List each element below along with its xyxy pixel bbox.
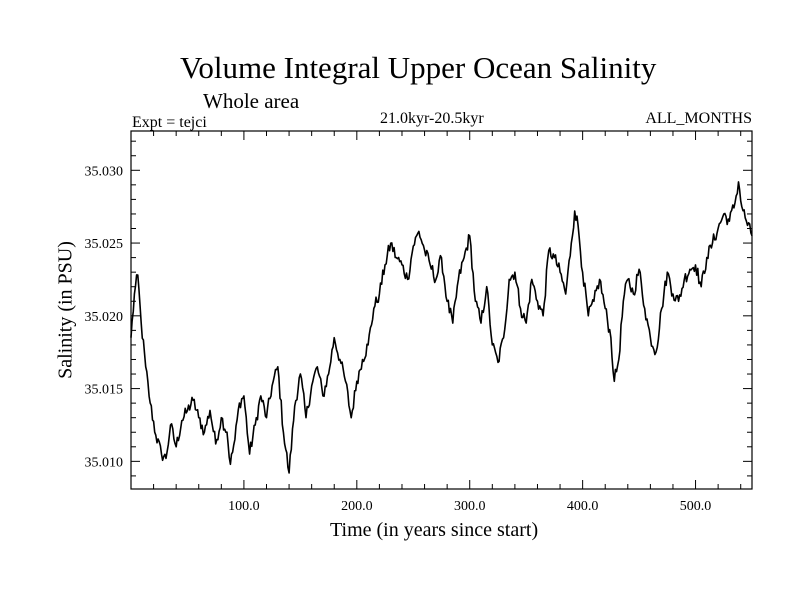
y-tick-label: 35.010	[85, 455, 124, 470]
tick-labels: 100.0 200.0 300.0 400.0 500.0 35.010 35.015 35.…	[85, 164, 712, 514]
x-tick-label: 300.0	[454, 499, 486, 514]
plot-frame	[130, 130, 753, 490]
y-tick-label: 35.030	[85, 164, 124, 179]
axis-ticks	[131, 131, 752, 489]
x-tick-label: 400.0	[567, 499, 599, 514]
x-tick-label: 500.0	[680, 499, 712, 514]
x-axis-label: Time (in years since start)	[330, 519, 539, 541]
months-label: ALL_MONTHS	[645, 110, 752, 127]
y-tick-label: 35.020	[85, 310, 124, 325]
x-tick-label: 200.0	[341, 499, 373, 514]
period-label: 21.0kyr-20.5kyr	[380, 110, 484, 127]
y-tick-label: 35.015	[85, 383, 124, 398]
chart-subtitle: Whole area	[203, 89, 300, 113]
salinity-line	[130, 181, 753, 474]
chart-title: Volume Integral Upper Ocean Salinity	[180, 50, 657, 85]
experiment-label: Expt = tejci	[132, 114, 207, 131]
x-tick-label: 100.0	[228, 499, 260, 514]
y-tick-label: 35.025	[85, 237, 124, 252]
